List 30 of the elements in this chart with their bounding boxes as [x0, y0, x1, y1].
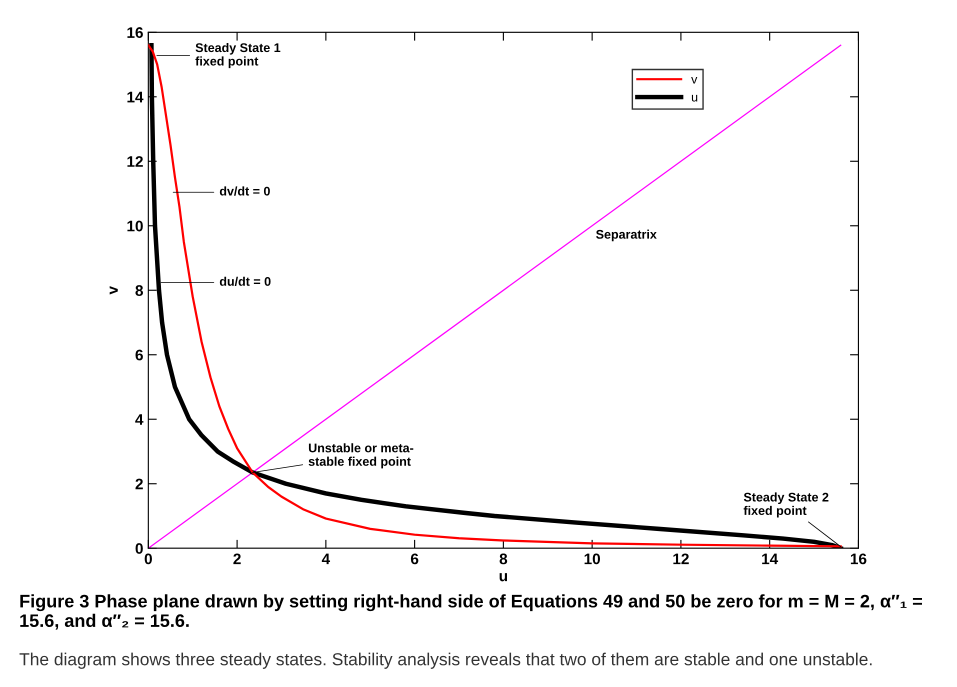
- x-tick-label: 8: [500, 553, 508, 564]
- x-tick-label: 10: [584, 553, 600, 564]
- x-tick-label: 6: [410, 553, 418, 564]
- x-tick-label: 2: [233, 553, 241, 564]
- y-tick-label: 14: [127, 92, 144, 102]
- annotation: du/dt = 0: [220, 276, 271, 286]
- y-tick-label: 6: [136, 350, 143, 360]
- x-tick-label: 0: [144, 553, 152, 564]
- annotation: Steady State 1 fixed point: [195, 42, 280, 68]
- y-tick-label: 12: [127, 156, 143, 167]
- annotation: dv/dt = 0: [220, 186, 270, 196]
- y-axis-title: v: [110, 286, 118, 294]
- annotation: Separatrix: [596, 230, 657, 242]
- y-tick-label: 10: [127, 220, 143, 232]
- y-tick-label: 8: [135, 285, 144, 296]
- x-tick-label: 12: [673, 553, 689, 564]
- y-tick-label: 2: [136, 478, 143, 490]
- caption: Figure 3 Phase plane drawn by setting right-hand side of Equations 49 and 50 be zero for m = M = 2, α″₁ = 15.6, and α″₂ = 15.6.: [20, 594, 922, 630]
- x-axis-title: u: [500, 573, 508, 582]
- x-tick-label: 16: [850, 553, 866, 564]
- legend-label: u: [692, 94, 698, 102]
- legend-label: v: [691, 76, 698, 84]
- annotation: Steady State 2 fixed point: [744, 492, 828, 518]
- y-tick-label: 4: [135, 414, 144, 425]
- annotation: Unstable or meta- stable fixed point: [308, 443, 414, 468]
- x-tick-label: 14: [762, 554, 778, 564]
- text: The diagram shows three steady states. Stability analysis reveals that two of them are stable and one unstable.: [20, 652, 872, 669]
- x-tick-label: 4: [322, 554, 330, 564]
- y-tick-label: 0: [136, 543, 143, 554]
- y-tick-label: 16: [127, 27, 143, 38]
